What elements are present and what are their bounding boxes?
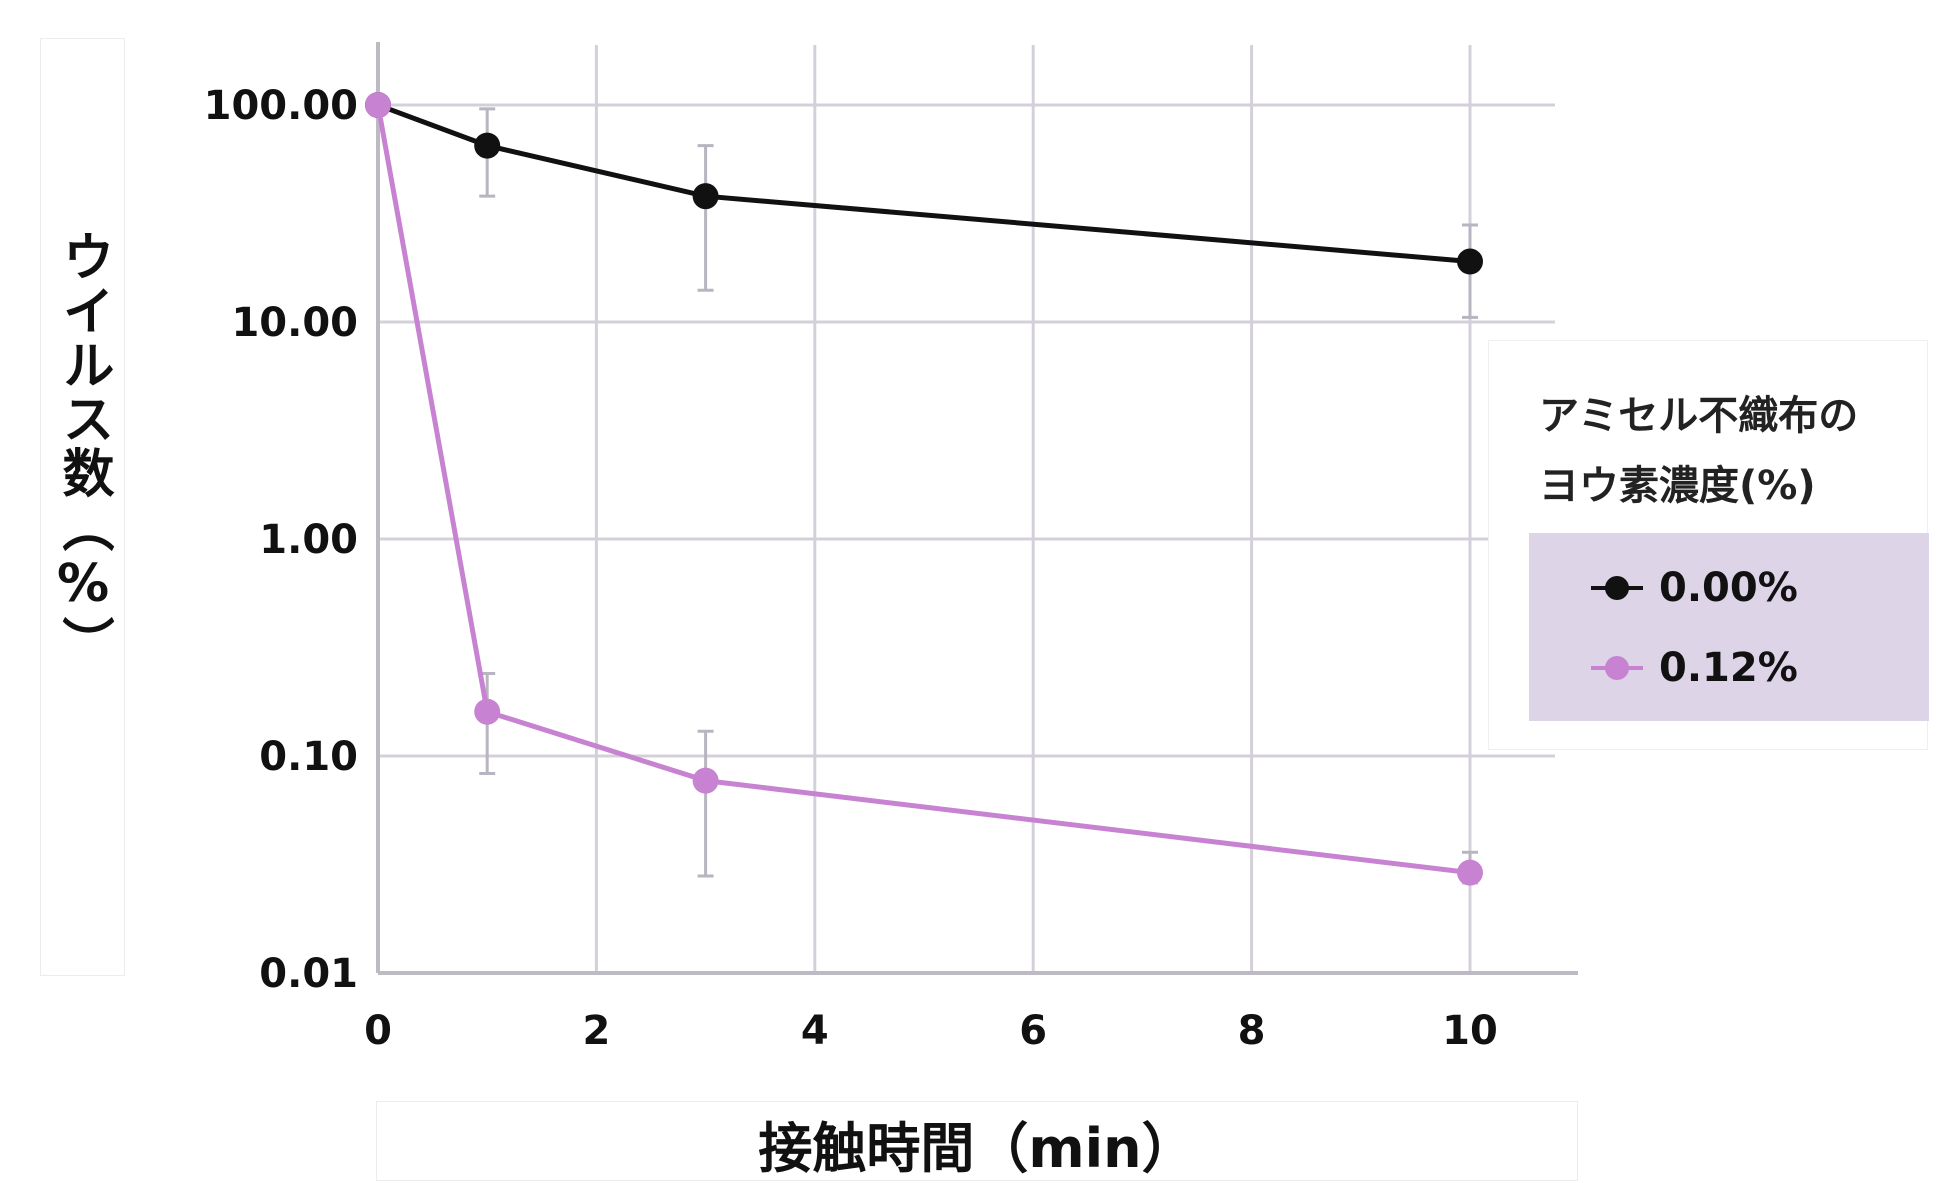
legend: アミセル不織布の ヨウ素濃度(%) 0.00% 0.12% <box>1488 340 1929 750</box>
y-axis-label-box <box>40 38 125 976</box>
legend-marker-icon <box>1591 656 1643 680</box>
legend-item-label: 0.00% <box>1659 565 1798 611</box>
y-tick-label: 10.00 <box>231 300 358 346</box>
y-tick-label: 1.00 <box>259 517 358 563</box>
tick-labels: 0 2 4 6 8 10 100.00 10.00 1.00 0.10 0.01 <box>204 83 1498 1054</box>
x-tick-label: 10 <box>1442 1008 1498 1054</box>
legend-title: アミセル不織布の ヨウ素濃度(%) <box>1539 381 1919 521</box>
x-axis-label: 接触時間（min） <box>758 1117 1196 1180</box>
data-point <box>1457 248 1483 275</box>
legend-title-line1: アミセル不織布の <box>1539 393 1859 439</box>
series-0 <box>365 92 1483 319</box>
legend-item-0: 0.00% <box>1589 558 1798 618</box>
series-layer <box>365 92 1483 886</box>
legend-title-line2: ヨウ素濃度(%) <box>1539 463 1816 509</box>
grid-lines <box>376 45 1555 975</box>
legend-items: 0.00% 0.12% <box>1529 533 1929 721</box>
x-tick-label: 4 <box>801 1008 829 1054</box>
data-point <box>474 132 501 159</box>
y-tick-label: 0.10 <box>259 734 358 780</box>
data-point <box>692 767 719 794</box>
x-tick-label: 0 <box>364 1008 392 1054</box>
data-point <box>1457 859 1483 886</box>
series-1 <box>365 92 1483 886</box>
legend-marker-icon <box>1591 576 1643 600</box>
x-tick-label: 6 <box>1019 1008 1047 1054</box>
series-line <box>377 102 1471 265</box>
data-point <box>365 92 391 118</box>
y-axis-label: ウイルス数（%） <box>53 230 113 670</box>
data-point <box>692 183 719 210</box>
x-tick-label: 8 <box>1238 1008 1266 1054</box>
axes <box>376 42 1578 975</box>
x-tick-label: 2 <box>582 1008 610 1054</box>
data-point <box>474 698 501 725</box>
y-tick-label: 100.00 <box>204 83 358 129</box>
y-tick-label: 0.01 <box>259 951 358 997</box>
legend-item-label: 0.12% <box>1659 645 1798 691</box>
series-line <box>375 104 1471 876</box>
legend-item-1: 0.12% <box>1589 638 1798 698</box>
